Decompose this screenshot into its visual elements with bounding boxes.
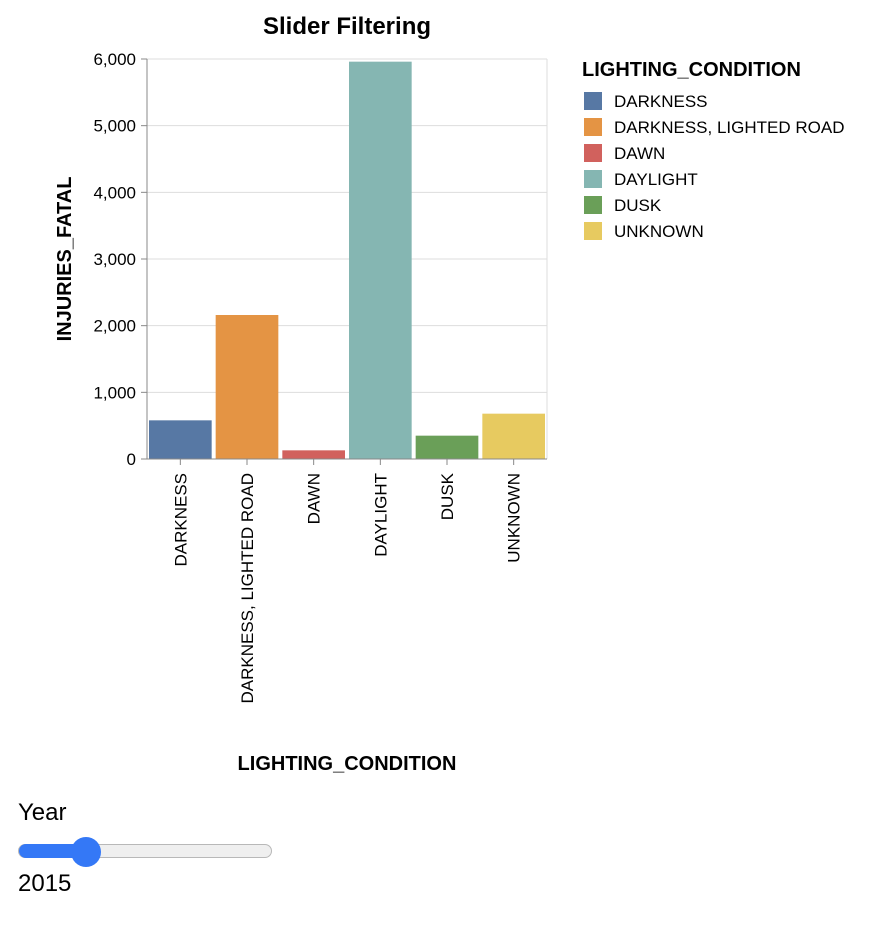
- bar-dusk: [415, 435, 479, 459]
- legend-label: DARKNESS: [614, 92, 708, 111]
- y-tick-label: 0: [127, 450, 136, 469]
- legend-swatch: [584, 92, 602, 110]
- legend-swatch: [584, 118, 602, 136]
- bar-dawn: [282, 450, 345, 459]
- legend-swatch: [584, 144, 602, 162]
- x-tick-label: DAWN: [305, 473, 324, 524]
- x-tick-label: DUSK: [438, 472, 457, 520]
- y-tick-label: 5,000: [93, 117, 136, 136]
- x-tick-label: DARKNESS, LIGHTED ROAD: [238, 473, 257, 704]
- legend-label: DAYLIGHT: [614, 170, 698, 189]
- y-tick-label: 6,000: [93, 50, 136, 69]
- legend-label: DUSK: [614, 196, 662, 215]
- slider-label: Year: [18, 799, 67, 826]
- y-tick-label: 1,000: [93, 383, 136, 402]
- bar-daylight: [349, 61, 412, 460]
- slider-fill: [19, 844, 86, 858]
- bar-darkness-lighted-road: [215, 315, 279, 459]
- y-tick-label: 2,000: [93, 317, 136, 336]
- legend: LIGHTING_CONDITION DARKNESS DARKNESS, LIG…: [582, 59, 845, 241]
- slider-value: 2015: [18, 870, 72, 897]
- legend-title: LIGHTING_CONDITION: [582, 59, 801, 81]
- legend-swatch: [584, 222, 602, 240]
- chart-title: Slider Filtering: [263, 13, 431, 40]
- bar-chart: Slider Filtering 0 1,000 2,000 3,000 4,000 5,…: [54, 13, 845, 775]
- y-axis-title: INJURIES_FATAL: [54, 177, 76, 342]
- legend-label: UNKNOWN: [614, 222, 704, 241]
- x-axis-ticks: DARKNESS DARKNESS, LIGHTED ROAD DAWN DAYLIG…: [171, 459, 524, 704]
- y-tick-label: 4,000: [93, 183, 136, 202]
- y-tick-label: 3,000: [93, 250, 136, 269]
- x-tick-label: DAYLIGHT: [371, 473, 390, 557]
- legend-label: DARKNESS, LIGHTED ROAD: [614, 118, 845, 137]
- legend-label: DAWN: [614, 144, 665, 163]
- year-slider[interactable]: [18, 837, 272, 867]
- legend-swatch: [584, 196, 602, 214]
- legend-swatch: [584, 170, 602, 188]
- bar-unknown: [482, 413, 545, 459]
- bars: [149, 61, 545, 460]
- grid-lines: [147, 58, 548, 460]
- x-axis-title: LIGHTING_CONDITION: [238, 753, 457, 775]
- slider-thumb[interactable]: [70, 837, 101, 867]
- x-tick-label: DARKNESS: [171, 473, 190, 567]
- x-tick-label: UNKNOWN: [505, 473, 524, 563]
- year-slider-control: Year 2015: [18, 796, 318, 898]
- y-axis-ticks: 0 1,000 2,000 3,000 4,000 5,000 6,000: [93, 50, 147, 469]
- bar-darkness: [149, 420, 212, 459]
